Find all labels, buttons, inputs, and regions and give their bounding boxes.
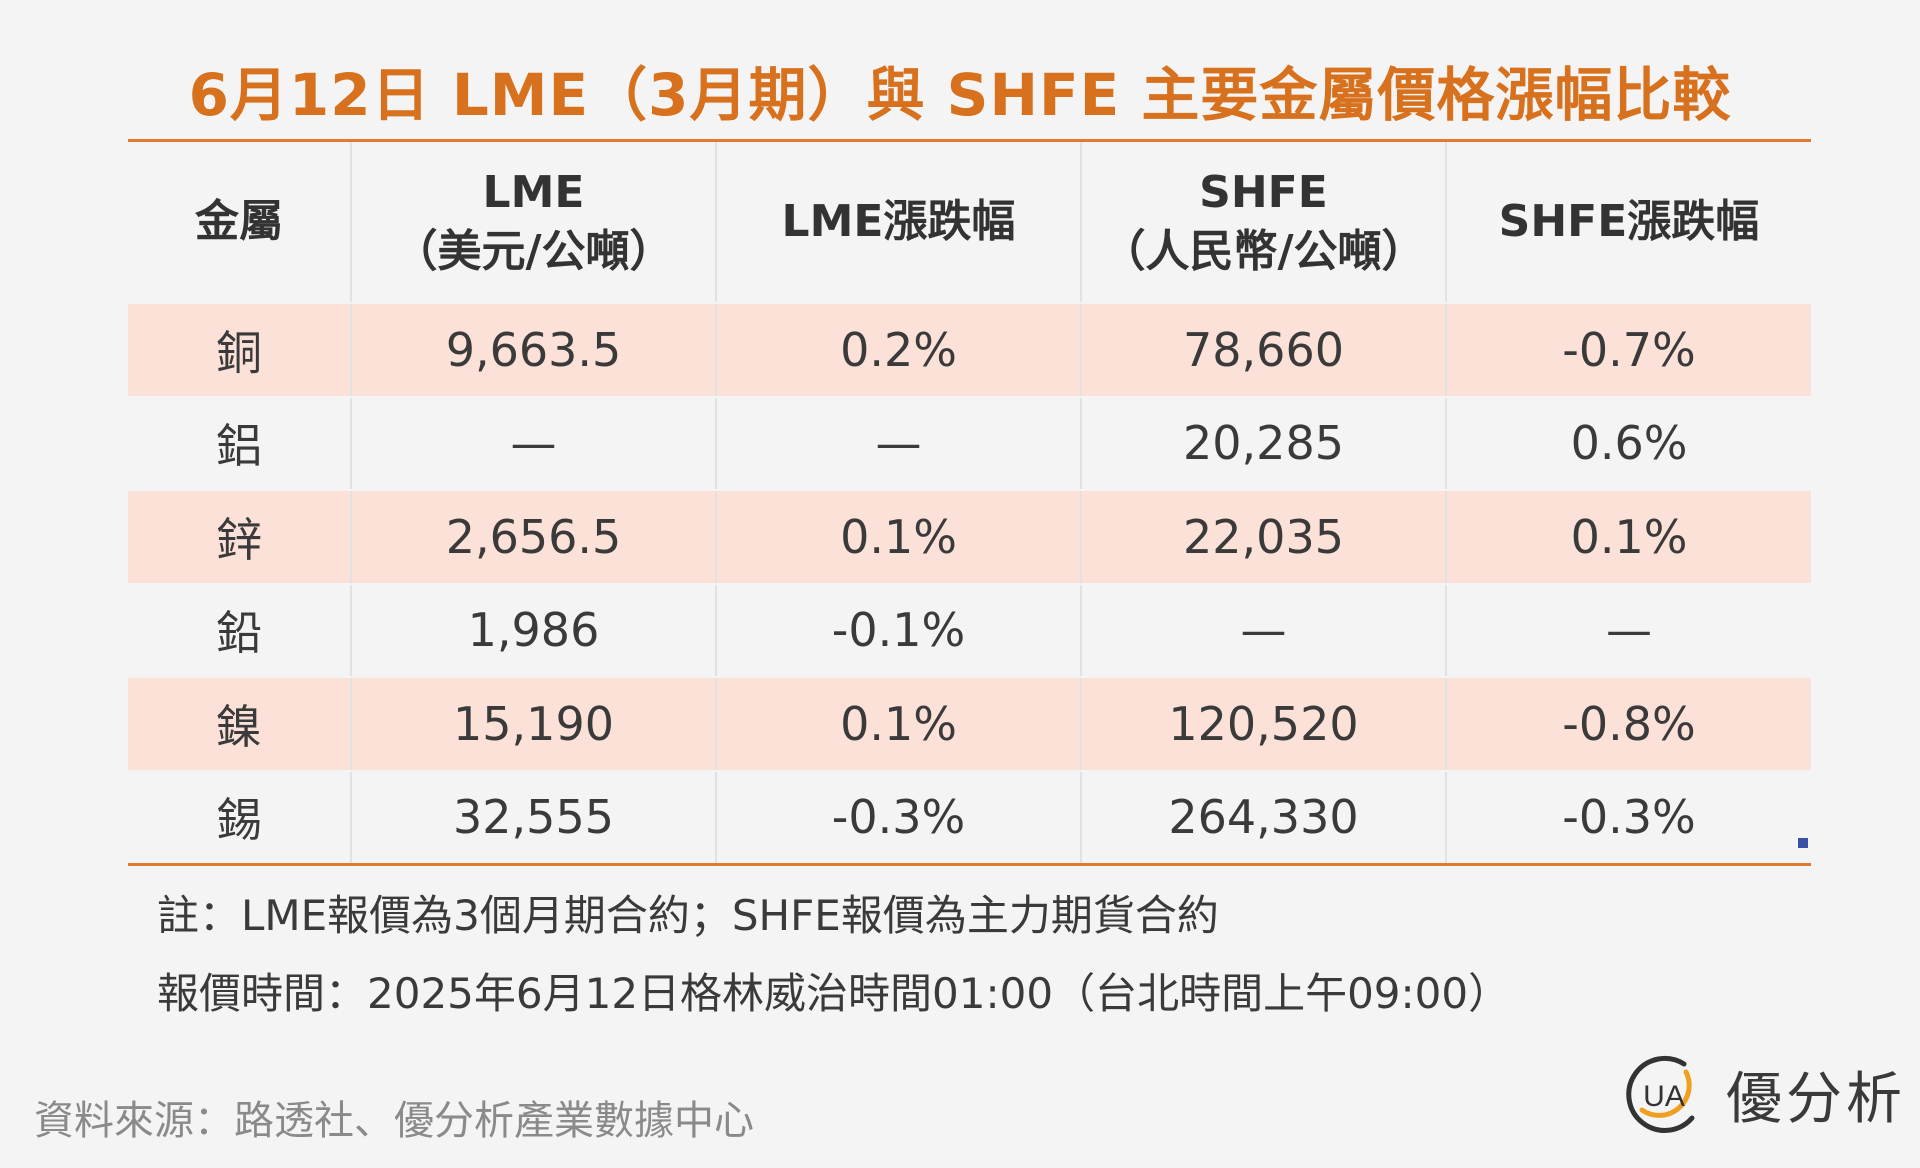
cell-lme-price: — bbox=[350, 397, 715, 489]
cell-shfe-price: 22,035 bbox=[1080, 491, 1445, 583]
cell-lme-change: 0.1% bbox=[715, 491, 1080, 583]
cell-shfe-change: -0.7% bbox=[1445, 304, 1811, 396]
header-lme-change-label: LME漲跌幅 bbox=[781, 196, 1016, 248]
cell-shfe-change: -0.3% bbox=[1445, 771, 1811, 863]
header-lme-change: LME漲跌幅 bbox=[715, 142, 1080, 302]
cell-lme-change: 0.2% bbox=[715, 304, 1080, 396]
header-metal: 金屬 bbox=[128, 142, 350, 302]
header-lme-price: LME （美元/公噸） bbox=[350, 142, 715, 302]
cell-lme-price: 1,986 bbox=[350, 584, 715, 676]
logo-name: 優分析 bbox=[1726, 1066, 1906, 1132]
quote-time-note: 報價時間：2025年6月12日格林威治時間01:00（台北時間上午09:00） bbox=[157, 969, 1511, 1018]
cell-metal: 鋁 bbox=[216, 419, 262, 474]
cell-shfe-change: -0.8% bbox=[1445, 678, 1811, 770]
header-shfe-price: SHFE （人民幣/公噸） bbox=[1080, 142, 1445, 302]
ua-logo-icon: UA bbox=[1626, 1055, 1695, 1133]
data-source: 資料來源：路透社、優分析產業數據中心 bbox=[34, 1098, 754, 1144]
cell-metal: 鎳 bbox=[216, 699, 262, 754]
cell-metal: 鉛 bbox=[216, 606, 262, 661]
header-lme-unit: （美元/公噸） bbox=[393, 226, 674, 277]
table-row: 鋁 — — 20,285 0.6% bbox=[128, 395, 1811, 489]
header-shfe-change: SHFE漲跌幅 bbox=[1445, 142, 1811, 302]
cell-shfe-price: 20,285 bbox=[1080, 397, 1445, 489]
logo-mark-text: UA bbox=[1643, 1080, 1685, 1113]
table-header-row: 金屬 LME （美元/公噸） LME漲跌幅 SHFE （人民幣/公噸） SHFE… bbox=[128, 142, 1811, 302]
cell-lme-price: 9,663.5 bbox=[350, 304, 715, 396]
cell-metal: 鋅 bbox=[216, 512, 262, 567]
header-shfe-change-label: SHFE漲跌幅 bbox=[1498, 196, 1760, 248]
cell-shfe-change: 0.6% bbox=[1445, 397, 1811, 489]
cell-shfe-price: 264,330 bbox=[1080, 771, 1445, 863]
cell-metal: 錫 bbox=[216, 793, 262, 848]
table-row: 銅 9,663.5 0.2% 78,660 -0.7% bbox=[128, 302, 1811, 396]
header-lme-label: LME bbox=[482, 166, 585, 218]
price-comparison-table: 金屬 LME （美元/公噸） LME漲跌幅 SHFE （人民幣/公噸） SHFE… bbox=[128, 139, 1811, 866]
cell-shfe-change: — bbox=[1445, 584, 1811, 676]
cell-lme-change: -0.3% bbox=[715, 771, 1080, 863]
cell-lme-change: 0.1% bbox=[715, 678, 1080, 770]
contract-note: 註：LME報價為3個月期合約；SHFE報價為主力期貨合約 bbox=[157, 891, 1219, 940]
cell-shfe-price: 120,520 bbox=[1080, 678, 1445, 770]
cell-lme-price: 32,555 bbox=[350, 771, 715, 863]
header-shfe-unit: （人民幣/公噸） bbox=[1101, 226, 1426, 277]
header-metal-label: 金屬 bbox=[195, 196, 283, 248]
table-row: 鎳 15,190 0.1% 120,520 -0.8% bbox=[128, 676, 1811, 770]
cell-metal: 銅 bbox=[216, 325, 262, 380]
brand-logo: UA 優分析 bbox=[1622, 1052, 1906, 1136]
header-shfe-label: SHFE bbox=[1199, 166, 1328, 218]
cell-shfe-price: 78,660 bbox=[1080, 304, 1445, 396]
cell-lme-change: -0.1% bbox=[715, 584, 1080, 676]
cell-shfe-change: 0.1% bbox=[1445, 491, 1811, 583]
table-row: 錫 32,555 -0.3% 264,330 -0.3% bbox=[128, 769, 1811, 863]
table-row: 鋅 2,656.5 0.1% 22,035 0.1% bbox=[128, 489, 1811, 583]
page-title: 6月12日 LME（3月期）與 SHFE 主要金屬價格漲幅比較 bbox=[188, 61, 1732, 129]
table-row: 鉛 1,986 -0.1% — — bbox=[128, 582, 1811, 676]
table-corner-mark bbox=[1798, 838, 1808, 848]
cell-lme-price: 15,190 bbox=[350, 678, 715, 770]
cell-lme-price: 2,656.5 bbox=[350, 491, 715, 583]
cell-lme-change: — bbox=[715, 397, 1080, 489]
cell-shfe-price: — bbox=[1080, 584, 1445, 676]
